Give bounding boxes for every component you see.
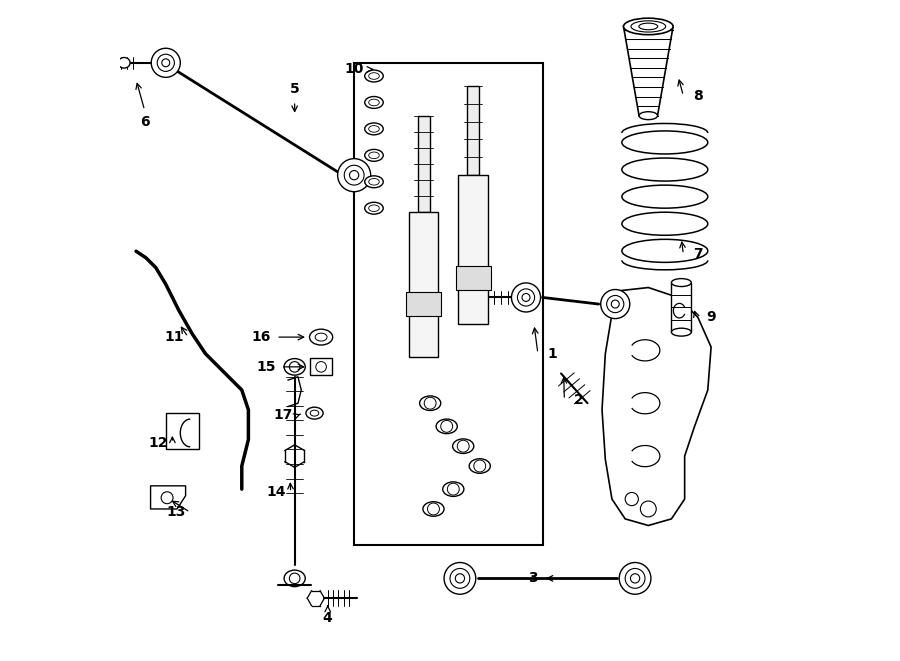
- Circle shape: [290, 573, 300, 584]
- Ellipse shape: [158, 54, 175, 71]
- Ellipse shape: [151, 48, 180, 77]
- Bar: [458, 175, 488, 324]
- Text: 13: 13: [166, 505, 185, 520]
- Ellipse shape: [444, 563, 476, 594]
- Ellipse shape: [607, 295, 624, 313]
- Bar: [467, 86, 479, 175]
- Ellipse shape: [369, 178, 379, 185]
- Text: 2: 2: [574, 393, 584, 407]
- Text: 1: 1: [547, 346, 557, 361]
- Text: 4: 4: [323, 611, 333, 625]
- Ellipse shape: [624, 18, 673, 35]
- Ellipse shape: [310, 410, 319, 416]
- Ellipse shape: [364, 176, 383, 188]
- Ellipse shape: [369, 152, 379, 159]
- Ellipse shape: [469, 459, 491, 473]
- Circle shape: [611, 300, 619, 308]
- Circle shape: [162, 59, 170, 67]
- Ellipse shape: [364, 70, 383, 82]
- Ellipse shape: [671, 279, 691, 287]
- Ellipse shape: [364, 202, 383, 214]
- Bar: [355, 63, 543, 545]
- Circle shape: [349, 171, 359, 180]
- Bar: [310, 358, 332, 375]
- Text: 10: 10: [345, 62, 364, 77]
- Ellipse shape: [306, 407, 323, 419]
- Ellipse shape: [639, 112, 658, 120]
- Bar: [409, 212, 438, 357]
- Ellipse shape: [284, 358, 305, 375]
- Circle shape: [316, 362, 327, 372]
- Circle shape: [641, 501, 656, 517]
- Ellipse shape: [344, 165, 364, 185]
- Circle shape: [631, 574, 640, 583]
- Ellipse shape: [310, 329, 333, 345]
- Circle shape: [473, 460, 486, 472]
- Circle shape: [424, 397, 436, 409]
- Ellipse shape: [118, 58, 130, 68]
- Text: 11: 11: [164, 330, 184, 344]
- Ellipse shape: [436, 419, 457, 434]
- Text: 7: 7: [693, 247, 703, 262]
- Bar: [455, 266, 490, 290]
- Ellipse shape: [626, 568, 645, 588]
- Circle shape: [428, 503, 439, 515]
- Text: 8: 8: [693, 89, 703, 103]
- Text: 12: 12: [148, 436, 167, 450]
- Ellipse shape: [364, 97, 383, 108]
- Ellipse shape: [338, 159, 371, 192]
- Circle shape: [161, 492, 173, 504]
- Polygon shape: [602, 288, 711, 525]
- Ellipse shape: [419, 396, 441, 410]
- Polygon shape: [150, 486, 185, 509]
- Ellipse shape: [284, 570, 305, 587]
- Text: 5: 5: [290, 82, 300, 97]
- Text: 14: 14: [266, 485, 286, 500]
- Ellipse shape: [443, 482, 464, 496]
- Text: 15: 15: [256, 360, 276, 374]
- Ellipse shape: [369, 73, 379, 79]
- Circle shape: [290, 362, 300, 372]
- Ellipse shape: [369, 205, 379, 212]
- Text: 17: 17: [274, 408, 293, 422]
- Circle shape: [441, 420, 453, 432]
- Ellipse shape: [450, 568, 470, 588]
- Text: 16: 16: [252, 330, 271, 344]
- Circle shape: [447, 483, 459, 495]
- Circle shape: [455, 574, 464, 583]
- Ellipse shape: [619, 563, 651, 594]
- Text: 3: 3: [527, 571, 537, 586]
- Ellipse shape: [369, 99, 379, 106]
- Ellipse shape: [671, 329, 691, 336]
- Circle shape: [457, 440, 469, 452]
- Bar: [166, 413, 199, 449]
- Circle shape: [626, 492, 638, 506]
- Bar: [671, 283, 691, 332]
- Ellipse shape: [364, 123, 383, 135]
- Ellipse shape: [518, 289, 535, 306]
- Ellipse shape: [364, 149, 383, 161]
- Ellipse shape: [423, 502, 444, 516]
- Ellipse shape: [511, 283, 541, 312]
- Bar: [406, 292, 441, 316]
- Text: 9: 9: [706, 310, 716, 325]
- Bar: [418, 116, 429, 212]
- Ellipse shape: [453, 439, 473, 453]
- Ellipse shape: [600, 290, 630, 319]
- Text: 6: 6: [140, 115, 149, 130]
- Ellipse shape: [315, 333, 327, 341]
- Ellipse shape: [369, 126, 379, 132]
- Circle shape: [522, 293, 530, 301]
